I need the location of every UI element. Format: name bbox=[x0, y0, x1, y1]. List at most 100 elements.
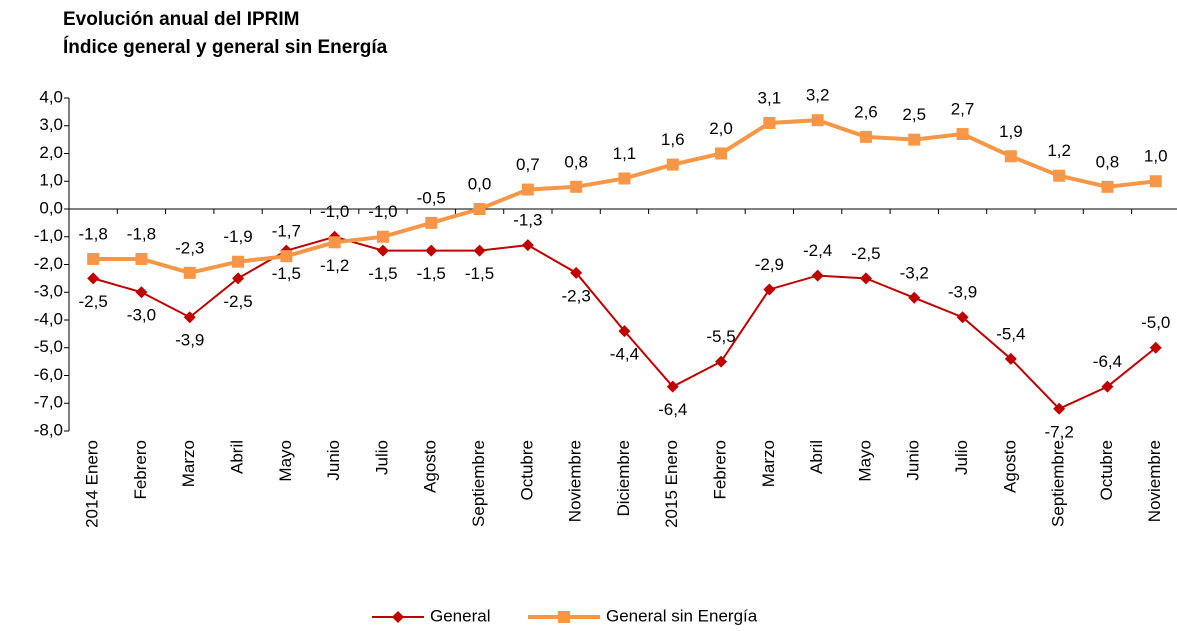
x-tick-label: Septiembre bbox=[469, 440, 488, 527]
value-label: -5,4 bbox=[996, 324, 1025, 343]
legend-label: General sin Energía bbox=[606, 606, 758, 625]
marker bbox=[232, 272, 245, 285]
marker bbox=[1053, 402, 1066, 415]
x-tick-label: Febrero bbox=[711, 440, 730, 500]
x-tick-label: Abril bbox=[807, 440, 826, 474]
marker bbox=[666, 380, 679, 393]
y-tick-label: -3,0 bbox=[34, 282, 63, 301]
value-label: 1,1 bbox=[613, 144, 637, 163]
x-tick-label: Noviembre bbox=[1145, 440, 1164, 522]
value-label: -7,2 bbox=[1045, 422, 1074, 441]
value-label: -0,5 bbox=[417, 188, 446, 207]
marker bbox=[570, 180, 583, 193]
marker bbox=[280, 250, 293, 263]
value-label: -2,4 bbox=[803, 241, 832, 260]
marker bbox=[956, 311, 969, 324]
marker bbox=[425, 216, 438, 229]
value-label: -1,3 bbox=[513, 211, 542, 230]
marker bbox=[87, 272, 100, 285]
marker bbox=[908, 291, 921, 304]
marker bbox=[473, 203, 486, 215]
y-tick-label: 2,0 bbox=[39, 143, 63, 162]
marker bbox=[715, 147, 728, 160]
marker bbox=[763, 116, 776, 129]
x-tick-label: 2014 Enero bbox=[83, 440, 102, 528]
x-tick-label: Abril bbox=[228, 440, 247, 474]
marker bbox=[763, 283, 776, 296]
value-label: -6,4 bbox=[658, 400, 687, 419]
value-label: -1,8 bbox=[79, 224, 108, 243]
value-label: -1,5 bbox=[368, 264, 397, 283]
marker bbox=[425, 244, 438, 257]
marker bbox=[232, 255, 245, 268]
marker bbox=[1004, 352, 1017, 365]
y-tick-label: -8,0 bbox=[34, 420, 63, 439]
value-label: -1,5 bbox=[417, 264, 446, 283]
x-tick-label: Julio bbox=[952, 440, 971, 475]
value-label: -3,9 bbox=[948, 283, 977, 302]
value-label: -2,5 bbox=[223, 292, 252, 311]
marker bbox=[473, 244, 486, 257]
value-label: -4,4 bbox=[610, 345, 639, 364]
value-label: 0,7 bbox=[516, 155, 540, 174]
value-label: 1,0 bbox=[1144, 147, 1168, 166]
marker bbox=[908, 133, 921, 146]
value-label: 2,0 bbox=[709, 119, 733, 138]
y-tick-label: -5,0 bbox=[34, 337, 63, 356]
marker bbox=[1053, 169, 1066, 182]
value-label: 1,9 bbox=[999, 122, 1023, 141]
marker bbox=[376, 244, 389, 257]
x-tick-label: Agosto bbox=[421, 440, 440, 493]
marker bbox=[328, 236, 341, 249]
marker bbox=[1149, 175, 1162, 188]
x-tick-label: Diciembre bbox=[614, 440, 633, 517]
marker bbox=[521, 183, 534, 196]
value-label: 3,2 bbox=[806, 86, 830, 105]
marker bbox=[87, 252, 100, 265]
y-tick-label: -7,0 bbox=[34, 393, 63, 412]
x-tick-label: Marzo bbox=[759, 440, 778, 487]
value-label: -1,2 bbox=[320, 256, 349, 275]
y-tick-label: -2,0 bbox=[34, 254, 63, 273]
value-label: -2,3 bbox=[175, 238, 204, 257]
series-line bbox=[92, 235, 1157, 411]
x-tick-label: Junio bbox=[324, 440, 343, 481]
x-tick-label: Octubre bbox=[1097, 440, 1116, 500]
value-label: -1,5 bbox=[272, 264, 301, 283]
value-label: -1,9 bbox=[223, 227, 252, 246]
y-tick-label: -1,0 bbox=[34, 226, 63, 245]
value-label: -2,3 bbox=[562, 286, 591, 305]
value-label: -1,5 bbox=[465, 264, 494, 283]
value-label: -6,4 bbox=[1093, 352, 1122, 371]
value-label: 1,2 bbox=[1047, 141, 1071, 160]
y-tick-label: 4,0 bbox=[39, 87, 63, 106]
value-label: -1,8 bbox=[127, 224, 156, 243]
value-label: -5,0 bbox=[1141, 313, 1170, 332]
marker bbox=[618, 172, 631, 185]
value-label: -1,0 bbox=[320, 202, 349, 221]
marker bbox=[376, 230, 389, 243]
value-label: 2,6 bbox=[854, 102, 878, 121]
x-tick-label: Noviembre bbox=[566, 440, 585, 522]
legend-label: General bbox=[430, 606, 490, 625]
y-tick-label: 0,0 bbox=[39, 198, 63, 217]
y-tick-label: -6,0 bbox=[34, 365, 63, 384]
marker bbox=[570, 266, 583, 279]
value-label: -2,5 bbox=[851, 244, 880, 263]
marker bbox=[1004, 150, 1017, 163]
marker bbox=[956, 128, 969, 141]
legend-marker bbox=[392, 611, 404, 623]
x-tick-label: Mayo bbox=[276, 440, 295, 482]
value-label: 0,8 bbox=[1096, 152, 1120, 171]
x-tick-label: Febrero bbox=[131, 440, 150, 500]
marker bbox=[135, 252, 148, 265]
marker bbox=[666, 158, 679, 171]
value-label: -2,5 bbox=[79, 292, 108, 311]
value-label: 3,1 bbox=[758, 88, 782, 107]
marker bbox=[135, 286, 148, 299]
value-label: -1,0 bbox=[368, 202, 397, 221]
marker bbox=[859, 130, 872, 143]
x-tick-label: Mayo bbox=[855, 440, 874, 482]
